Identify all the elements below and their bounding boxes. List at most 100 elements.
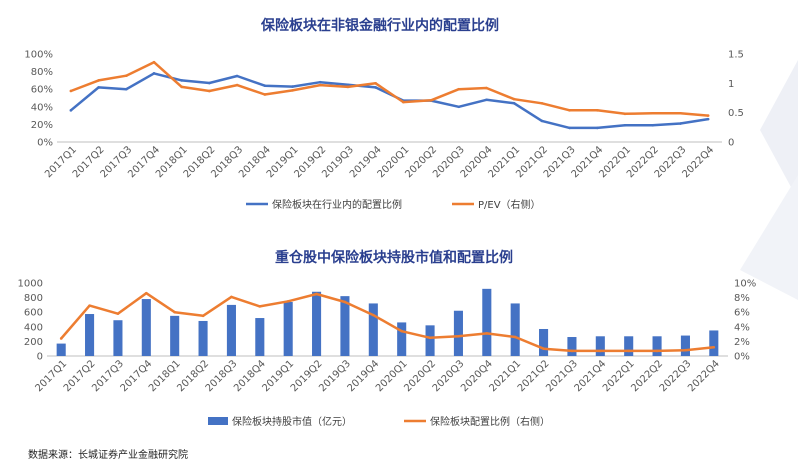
line-point	[152, 60, 156, 64]
y-right-tick-label: 1	[728, 79, 734, 90]
bar-holding-value	[453, 310, 463, 356]
line-point	[173, 310, 176, 314]
line-point	[400, 329, 403, 333]
line-point	[542, 347, 545, 350]
y-left-tick-label: 20%	[31, 120, 53, 131]
bar-holding-value	[113, 320, 123, 356]
y-right-tick-label: 2%	[734, 337, 750, 348]
line-point	[457, 334, 460, 338]
line-point	[286, 299, 290, 303]
y-left-tick-label: 0%	[37, 138, 53, 149]
bar-holding-value	[510, 303, 520, 356]
line-point	[372, 313, 375, 317]
y-right-tick-label: 4%	[734, 322, 750, 333]
line-point	[318, 80, 322, 84]
line-point	[568, 109, 571, 112]
line-point	[145, 291, 148, 295]
line-point	[263, 84, 267, 87]
series-line-primary	[70, 72, 709, 130]
line-point	[568, 126, 571, 130]
y-left-tick-label: 600	[24, 308, 43, 319]
line-point	[429, 99, 433, 102]
chart-insurance-holding-value-and-ratio: 重仓股中保险板块持股市值和配置比例 0 200 400 600 800 1000 0% 2% 4…	[18, 249, 757, 428]
series-line-secondary	[70, 60, 709, 117]
line-point	[59, 337, 63, 340]
line-point	[69, 109, 73, 112]
legend-label-allocation-ratio: 保险板块配置比例（右侧）	[430, 415, 550, 428]
line-point	[706, 114, 710, 117]
line-point	[540, 101, 544, 105]
line-point	[97, 79, 100, 82]
bar-holding-value	[425, 325, 435, 356]
line-point	[235, 74, 239, 78]
line-point	[315, 292, 318, 296]
bar-holding-value	[539, 328, 549, 356]
y-right-tick-label: 1.5	[728, 50, 744, 61]
y-right-tick-label: 6%	[734, 308, 750, 319]
line-point	[540, 119, 544, 123]
y-left-tick-label: 800	[24, 293, 43, 304]
line-point	[318, 83, 322, 87]
legend-label-allocation: 保险板块在行业内的配置比例	[272, 198, 402, 211]
bar-holding-value	[56, 343, 66, 356]
y-right-tick-label: 8%	[734, 293, 750, 304]
y-left-tick-label: 60%	[31, 85, 53, 96]
line-point	[651, 123, 655, 127]
line-point	[208, 89, 211, 93]
line-point	[208, 81, 211, 85]
line-point	[706, 117, 710, 121]
bar-holding-value	[567, 337, 577, 356]
line-point	[346, 83, 350, 87]
line-point	[263, 93, 267, 96]
chart2-legend: 保险板块持股市值（亿元） 保险板块配置比例（右侧）	[208, 415, 550, 428]
bar-holding-value	[226, 304, 236, 356]
line-point	[402, 100, 405, 104]
series-line-secondary	[60, 291, 714, 353]
line-point	[457, 87, 461, 91]
line-point	[291, 89, 294, 92]
line-point	[124, 74, 128, 78]
legend-label-pev: P/EV（右侧）	[478, 198, 541, 211]
line-point	[623, 112, 627, 116]
bar-holding-value	[368, 303, 378, 356]
bar-holding-value	[482, 288, 492, 356]
line-point	[201, 314, 205, 318]
y-right-tick-label: 0.5	[728, 108, 744, 119]
line-point	[485, 86, 488, 90]
bar-holding-value	[141, 299, 151, 356]
line-point	[712, 345, 716, 349]
y-left-tick-label: 100%	[24, 50, 53, 61]
line-point	[152, 72, 156, 75]
line-point	[374, 86, 377, 89]
line-point	[570, 349, 574, 353]
line-point	[655, 349, 659, 353]
bar-holding-value	[624, 336, 634, 356]
line-point	[627, 349, 630, 353]
bar-holding-value	[283, 301, 293, 356]
line-point	[596, 109, 599, 112]
bar-holding-value	[709, 330, 719, 356]
y-left-tick-label: 1000	[18, 279, 43, 290]
line-point	[651, 111, 655, 115]
bar-holding-value	[170, 315, 180, 356]
line-point	[235, 83, 239, 87]
bar-holding-value	[85, 314, 95, 356]
line-point	[513, 335, 517, 339]
bar-holding-value	[652, 336, 662, 356]
line-point	[230, 295, 233, 299]
y-left-tick-label: 200	[24, 337, 43, 348]
line-point	[485, 98, 488, 102]
chart1-legend: 保险板块在行业内的配置比例 P/EV（右侧）	[246, 198, 541, 211]
chart2-series	[56, 288, 719, 356]
bar-holding-value	[397, 322, 407, 356]
chart-insurance-allocation-in-nonbank: 保险板块在非银金融行业内的配置比例 0% 20% 40% 60% 80% 100% 0 0.5…	[24, 17, 744, 211]
data-source-note: 数据来源：长城证券产业金融研究院	[28, 450, 188, 461]
line-point	[485, 332, 489, 335]
bar-holding-value	[340, 296, 350, 356]
line-point	[512, 97, 516, 101]
line-point	[116, 312, 120, 315]
line-point	[512, 101, 516, 105]
y-right-tick-label: 0%	[734, 352, 750, 363]
